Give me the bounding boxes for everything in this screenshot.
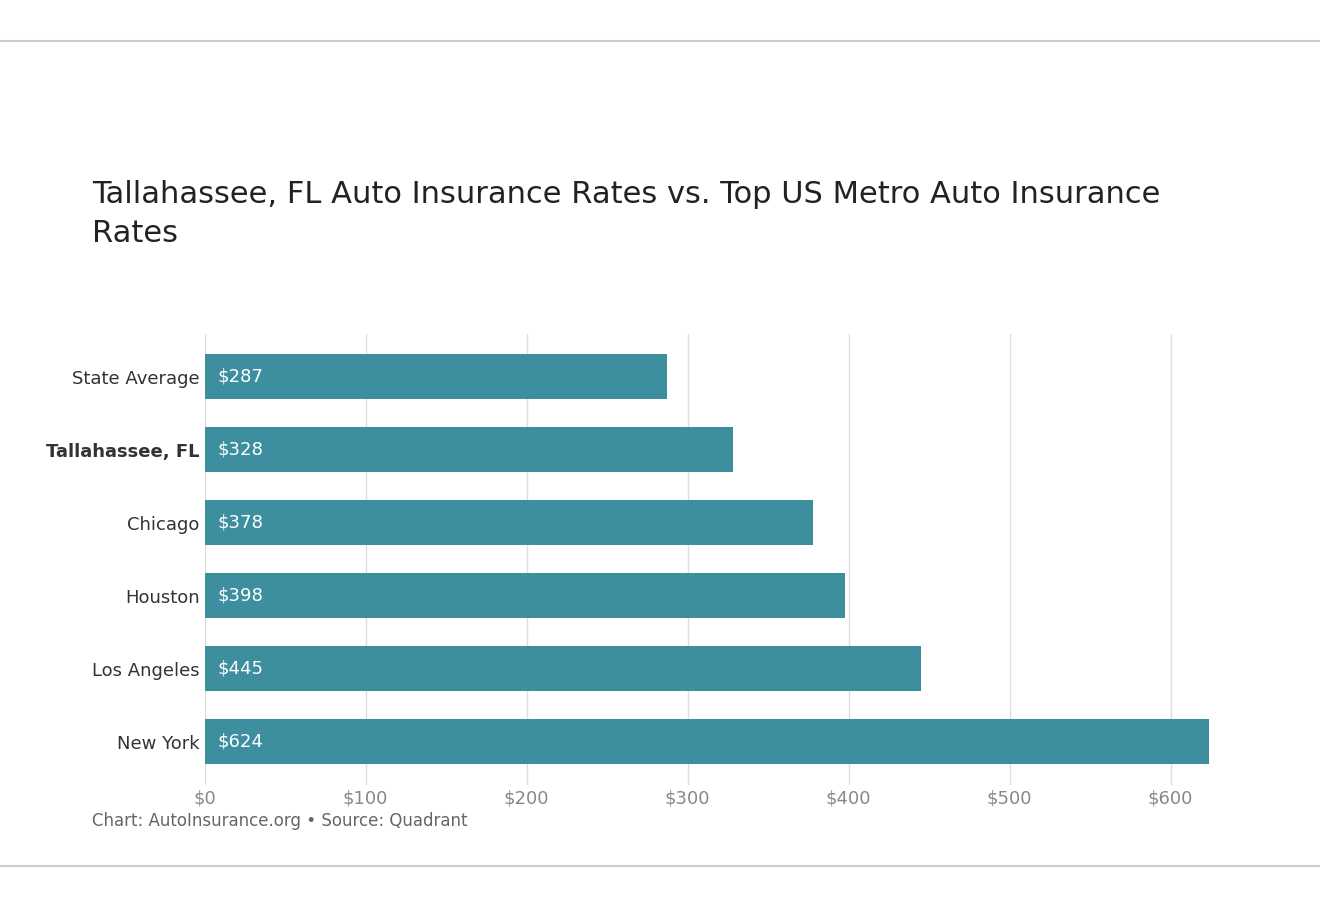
Text: $624: $624	[218, 732, 264, 750]
Bar	[205, 354, 667, 400]
Text: Tallahassee, FL Auto Insurance Rates vs. Top US Metro Auto Insurance
Rates: Tallahassee, FL Auto Insurance Rates vs.…	[92, 180, 1160, 248]
Text: $445: $445	[218, 659, 264, 677]
Text: Chart: AutoInsurance.org • Source: Quadrant: Chart: AutoInsurance.org • Source: Quadr…	[92, 812, 467, 830]
Text: $398: $398	[218, 586, 264, 604]
Bar	[205, 646, 921, 691]
Bar	[205, 719, 1209, 764]
Bar	[205, 500, 813, 546]
Text: $328: $328	[218, 441, 264, 459]
Text: $287: $287	[218, 368, 264, 386]
Text: $378: $378	[218, 514, 264, 532]
Bar	[205, 428, 733, 473]
Bar	[205, 573, 845, 619]
